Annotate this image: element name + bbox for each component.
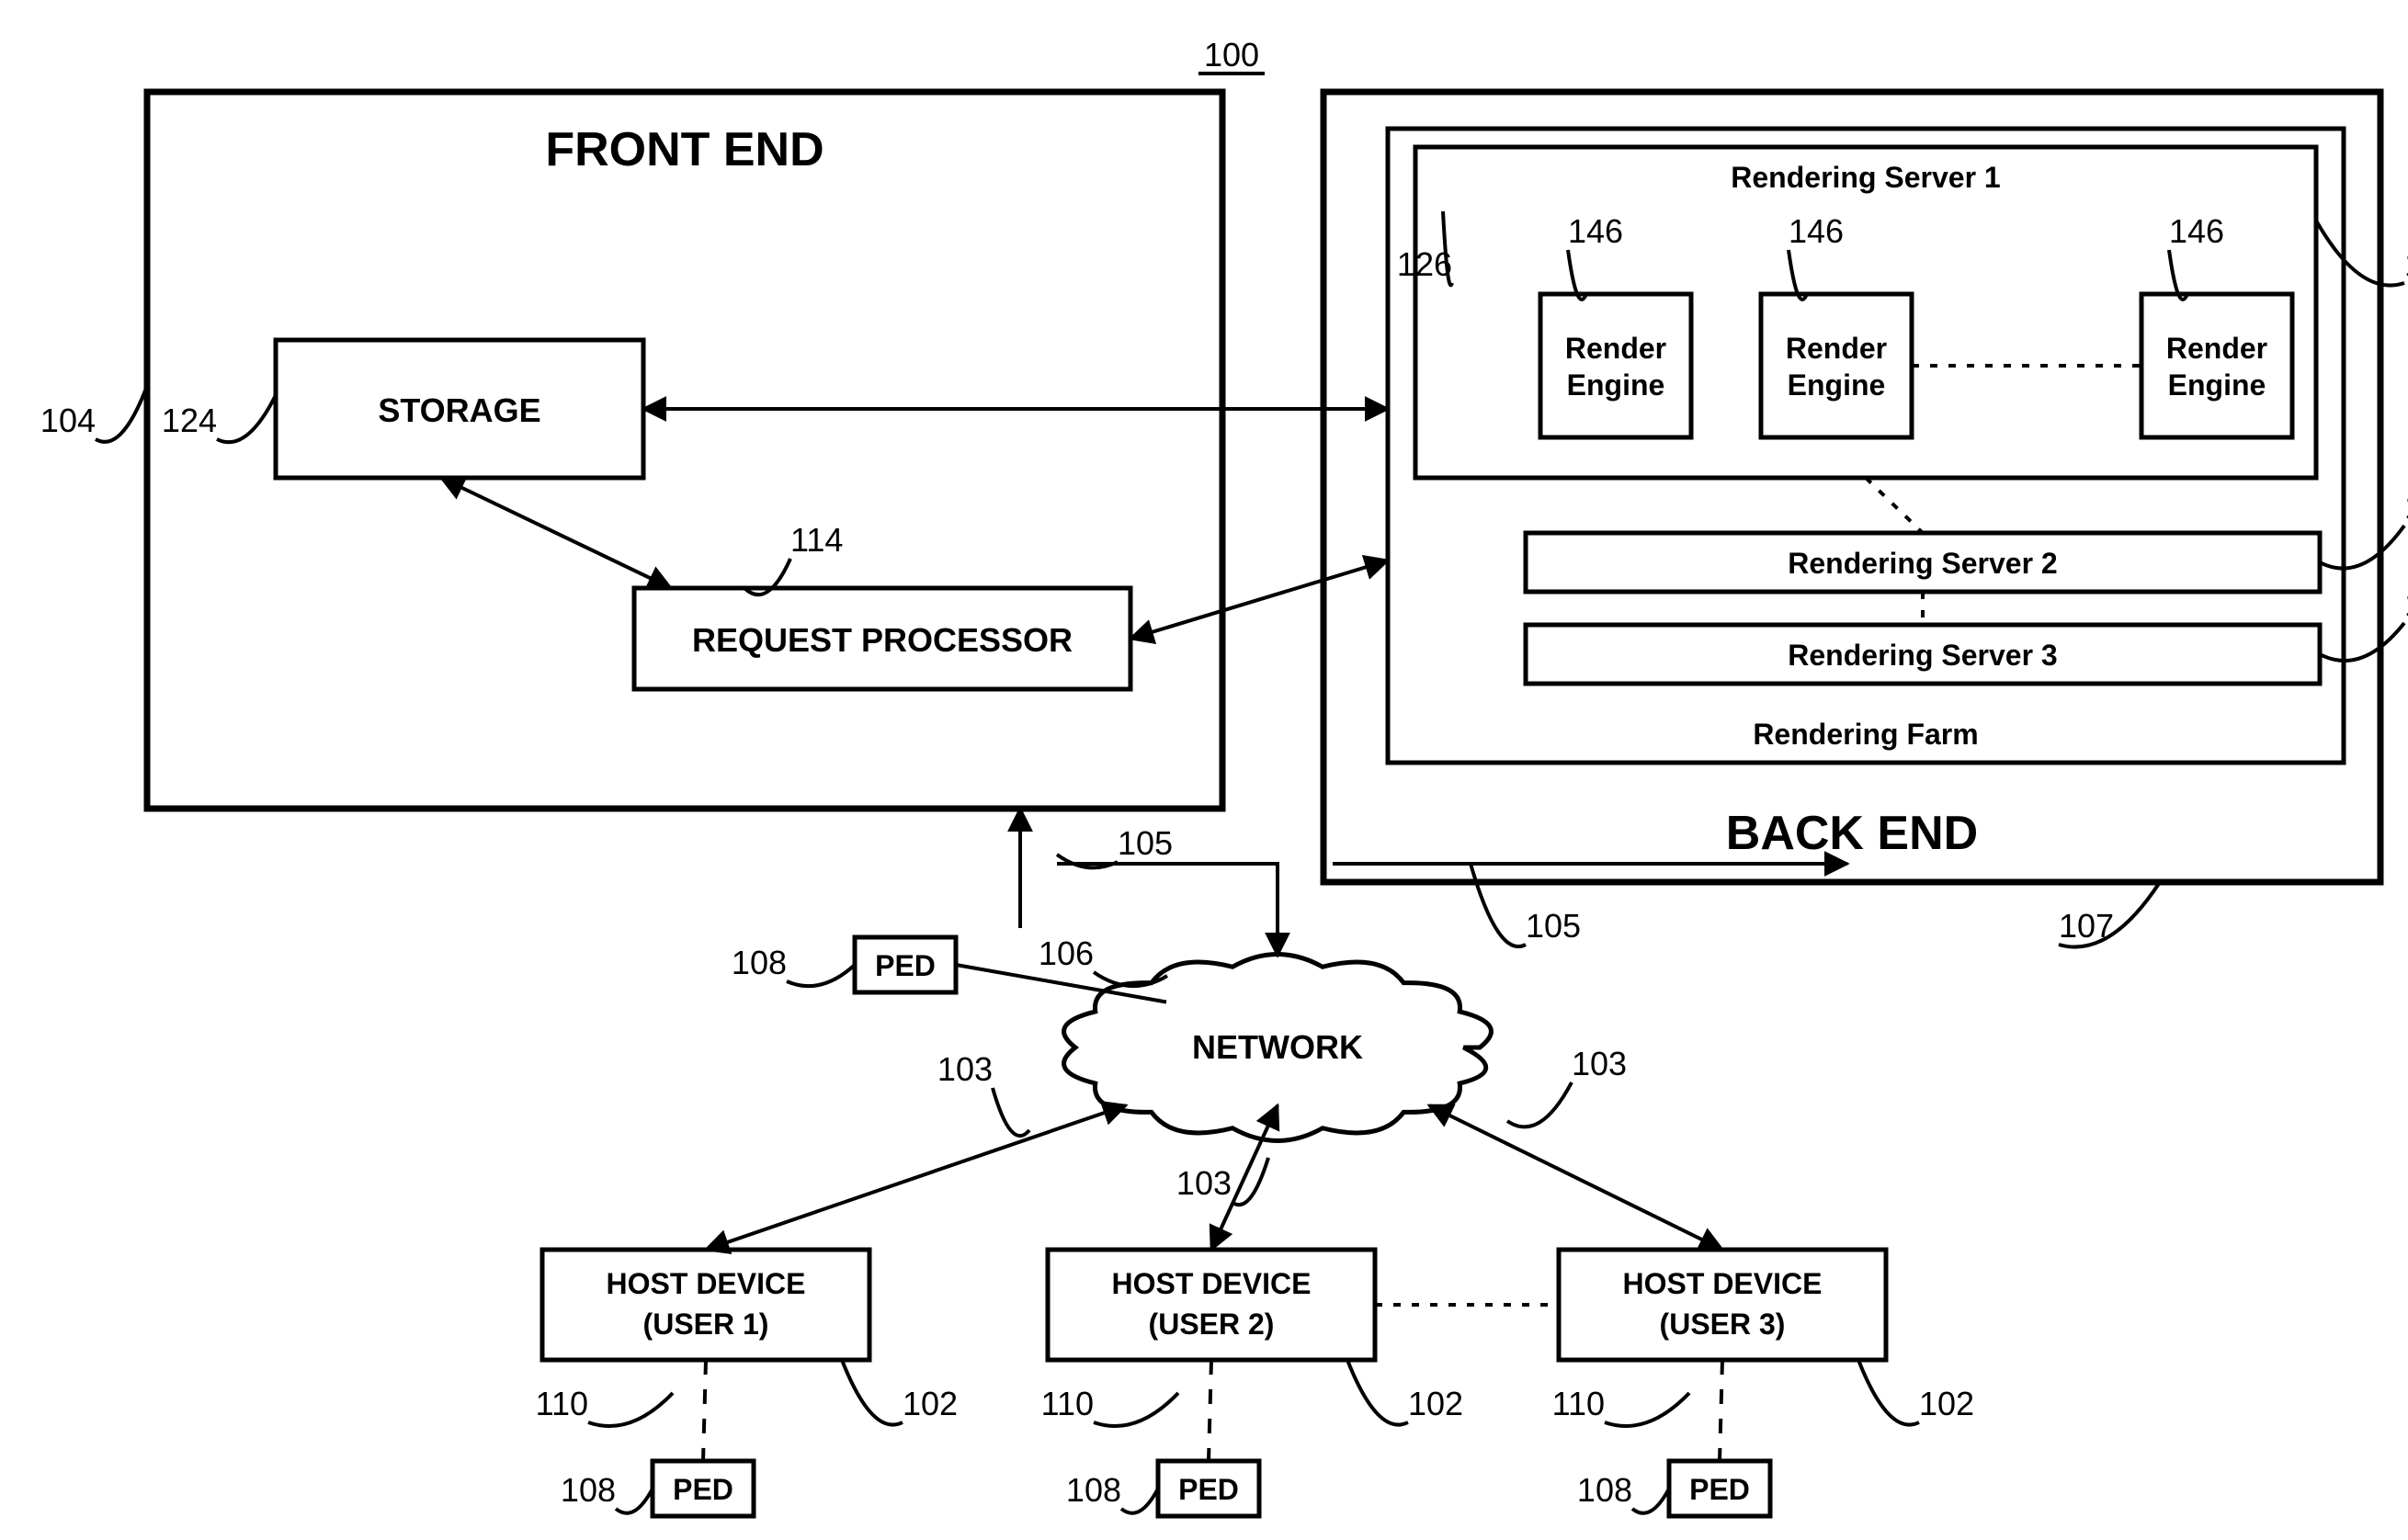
ref-105: 105 (1526, 907, 1581, 945)
front-end-title: FRONT END (545, 123, 823, 176)
render-engine-box-2 (2141, 294, 2292, 437)
ref-126: 126 (1397, 245, 1452, 283)
ref-108: 108 (1577, 1471, 1632, 1509)
label: HOST DEVICE (1623, 1267, 1823, 1300)
label: Engine (1567, 368, 1665, 402)
rendering-server-1-label: Rendering Server 1 (1731, 161, 2000, 194)
label: Render (1786, 332, 1887, 365)
ref-108: 108 (732, 944, 787, 981)
ref-104: 104 (40, 402, 96, 439)
ref-102: 102 (1408, 1385, 1463, 1422)
ref-146: 146 (1789, 212, 1844, 250)
ref-102: 102 (1919, 1385, 1974, 1422)
request-processor-label: REQUEST PROCESSOR (692, 621, 1073, 659)
label: Render (1565, 332, 1666, 365)
storage-label: STORAGE (378, 391, 540, 429)
ref-103: 103 (1572, 1045, 1627, 1082)
ref-110: 110 (1041, 1385, 1094, 1422)
label: (USER 3) (1660, 1308, 1786, 1341)
label: Rendering Server 3 (1788, 639, 2057, 672)
ref-124: 124 (162, 402, 217, 439)
host-device-box-0 (542, 1250, 869, 1360)
label: (USER 1) (643, 1308, 769, 1341)
host-device-box-1 (1048, 1250, 1375, 1360)
label: (USER 2) (1149, 1308, 1275, 1341)
label: PED (673, 1473, 733, 1506)
host-device-box-2 (1559, 1250, 1886, 1360)
rendering-farm-label: Rendering Farm (1753, 718, 1978, 751)
label: Render (2166, 332, 2267, 365)
label: Engine (1788, 368, 1886, 402)
ped-top-label: PED (875, 949, 936, 982)
ref-102: 102 (903, 1385, 958, 1422)
ref-110: 110 (1552, 1385, 1605, 1422)
label: PED (1689, 1473, 1750, 1506)
ref-103: 103 (937, 1050, 993, 1088)
ref-146: 146 (2169, 212, 2224, 250)
ref-136: 136 (2404, 585, 2408, 623)
ref-103: 103 (1176, 1164, 1232, 1202)
render-engine-box-0 (1540, 294, 1691, 437)
ref-100: 100 (1204, 36, 1259, 74)
label: Engine (2168, 368, 2266, 402)
ref-110: 110 (536, 1385, 588, 1422)
ref-107: 107 (2059, 907, 2114, 945)
ref-106: 106 (1039, 934, 1094, 972)
ref-108: 108 (1066, 1471, 1121, 1509)
ref-136: 136 (2404, 488, 2408, 526)
system-diagram: FRONT END STORAGE REQUEST PROCESSOR BACK EN… (0, 0, 2408, 1540)
ref-146: 146 (1568, 212, 1623, 250)
label: PED (1178, 1473, 1239, 1506)
back-end-title: BACK END (1726, 807, 1978, 860)
render-engine-box-1 (1761, 294, 1912, 437)
label: Rendering Server 2 (1788, 547, 2057, 580)
label: HOST DEVICE (1112, 1267, 1312, 1300)
label: HOST DEVICE (607, 1267, 806, 1300)
ref-114: 114 (790, 521, 843, 559)
ref-108: 108 (561, 1471, 616, 1509)
network-label: NETWORK (1192, 1028, 1363, 1066)
ref-105: 105 (1118, 824, 1173, 862)
ref-136: 136 (2404, 245, 2408, 283)
